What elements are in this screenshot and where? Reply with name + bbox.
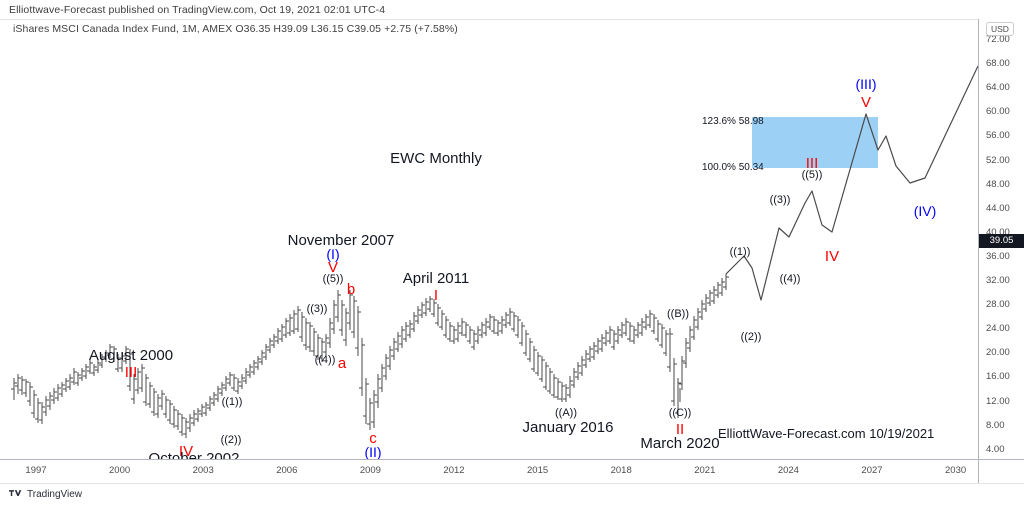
- price-tick-16-00: 16.00: [986, 371, 1010, 383]
- fibonacci-zone-box: [752, 117, 878, 168]
- annotation-sub-5-2007: ((5)): [322, 273, 344, 285]
- time-tick-2009: 2009: [359, 465, 381, 476]
- annotation-sub-A-2016: ((A)): [555, 407, 577, 419]
- publisher-line: Elliottwave-Forecast published on Tradin…: [9, 4, 386, 16]
- chart-plot-area[interactable]: EWC Monthly 123.6% 58.98 100.0% 50.34 El…: [0, 38, 978, 459]
- ohlc-bars: [11, 274, 729, 438]
- time-tick-2021: 2021: [694, 465, 716, 476]
- annotation-january-2016: January 2016: [522, 419, 614, 436]
- time-tick-2003: 2003: [192, 465, 214, 476]
- time-axis[interactable]: 1997 2000 2003 2006 2009 2012 2015 2018 2021 2024…: [0, 459, 1024, 483]
- fib-label-1000: 100.0% 50.34: [702, 162, 764, 173]
- time-tick-2018: 2018: [610, 465, 632, 476]
- time-tick-2012: 2012: [443, 465, 465, 476]
- annotation-sub-3-proj: ((3)): [769, 194, 791, 206]
- annotation-wave-IV-big: (IV): [913, 203, 937, 219]
- price-tick-8-00: 8.00: [986, 419, 1005, 431]
- fib-label-1236: 123.6% 58.98: [702, 116, 764, 127]
- price-tick-20-00: 20.00: [986, 347, 1010, 359]
- tradingview-logo-text: TradingView: [27, 489, 83, 500]
- annotation-sub-4-2007: ((4)): [314, 354, 336, 366]
- current-price-tag: 39.05: [979, 234, 1024, 248]
- annotation-wave-a-2008: a: [337, 355, 347, 372]
- annotation-wave-b-2008: b: [346, 281, 356, 298]
- price-tick-44-00: 44.00: [986, 202, 1010, 214]
- callout-leader-lines: [565, 388, 681, 402]
- annotation-november-2007: November 2007: [287, 232, 395, 249]
- elliott-wave-projection-path: [725, 65, 978, 301]
- price-tick-36-00: 36.00: [986, 250, 1010, 262]
- time-tick-2024: 2024: [777, 465, 799, 476]
- annotation-wave-IV-proj: IV: [824, 248, 840, 265]
- annotation-sub-3-2006: ((3)): [306, 303, 328, 315]
- chart-svg: [11, 65, 978, 438]
- time-tick-1997: 1997: [25, 465, 47, 476]
- price-tick-48-00: 48.00: [986, 178, 1010, 190]
- price-tick-4-00: 4.00: [986, 443, 1005, 455]
- price-tick-24-00: 24.00: [986, 323, 1010, 335]
- annotation-wave-III-2000: III: [124, 364, 138, 381]
- annotation-wave-c-2009: c: [369, 430, 377, 447]
- time-tick-2015: 2015: [527, 465, 549, 476]
- annotation-march-2009: March 2009: [333, 457, 412, 459]
- symbol-quote-line[interactable]: iShares MSCI Canada Index Fund, 1M, AMEX…: [13, 23, 458, 35]
- annotation-wave-I-paren: (I): [326, 246, 340, 262]
- price-tick-32-00: 32.00: [986, 275, 1010, 286]
- chart-title: EWC Monthly: [390, 150, 482, 167]
- annotation-sub-4-proj: ((4)): [779, 273, 801, 285]
- price-tick-64-00: 64.00: [986, 82, 1010, 94]
- time-tick-2027: 2027: [861, 465, 883, 476]
- annotation-march-2020: March 2020: [640, 435, 720, 452]
- annotation-wave-III-proj: III: [805, 155, 819, 172]
- annotation-april-2011: April 2011: [402, 270, 470, 287]
- annotation-august-2000: August 2000: [88, 347, 174, 364]
- tradingview-logo[interactable]: TradingView: [9, 489, 82, 500]
- annotation-sub-2-1: ((2)): [220, 434, 242, 446]
- price-tick-56-00: 56.00: [986, 130, 1010, 142]
- annotation-wave-I-2011: I: [433, 287, 439, 304]
- price-tick-60-00: 60.00: [986, 106, 1010, 118]
- brand-footer: ElliottWave-Forecast.com 10/19/2021: [718, 426, 935, 441]
- header-divider: [0, 19, 1024, 20]
- annotation-sub-C-2020: ((C)): [668, 407, 692, 419]
- price-axis-line: [978, 19, 979, 478]
- price-tick-28-00: 28.00: [986, 299, 1010, 311]
- time-tick-2030: 2030: [945, 465, 967, 476]
- annotation-sub-2-proj: ((2)): [740, 331, 762, 343]
- annotation-wave-II-paren: (II): [364, 444, 382, 459]
- price-axis[interactable]: 72.00 68.00 64.00 60.00 56.00 52.00 48.00 44.00…: [978, 19, 1024, 478]
- annotation-wave-V-2007: V: [327, 259, 339, 276]
- time-tick-2000: 2000: [109, 465, 131, 476]
- price-tick-12-00: 12.00: [986, 395, 1010, 407]
- annotation-sub-1-1: ((1)): [221, 396, 243, 408]
- time-tick-2006: 2006: [276, 465, 298, 476]
- currency-badge[interactable]: USD: [986, 22, 1014, 36]
- annotation-wave-V-proj: V: [860, 94, 872, 111]
- annotation-wave-IV-2002: IV: [178, 443, 194, 459]
- bottom-bar: TradingView: [0, 483, 1024, 507]
- annotation-wave-II-2020: II: [675, 421, 685, 438]
- time-axis-line: [0, 459, 1024, 460]
- annotation-sub-1-proj: ((1)): [729, 246, 751, 258]
- price-tick-72-00: 72.00: [986, 34, 1010, 45]
- price-tick-52-00: 52.00: [986, 154, 1010, 166]
- annotation-october-2002: October 2002: [148, 450, 240, 459]
- price-tick-68-00: 68.00: [986, 58, 1010, 70]
- annotation-sub-B-2018: ((B)): [667, 308, 689, 320]
- annotation-wave-III-big: (III): [855, 76, 877, 92]
- tradingview-mark-icon: [9, 490, 22, 496]
- time-axis-separator: [978, 459, 979, 483]
- annotation-sub-5-proj: ((5)): [801, 169, 823, 181]
- price-tick-40-00: 40.00: [986, 226, 1010, 238]
